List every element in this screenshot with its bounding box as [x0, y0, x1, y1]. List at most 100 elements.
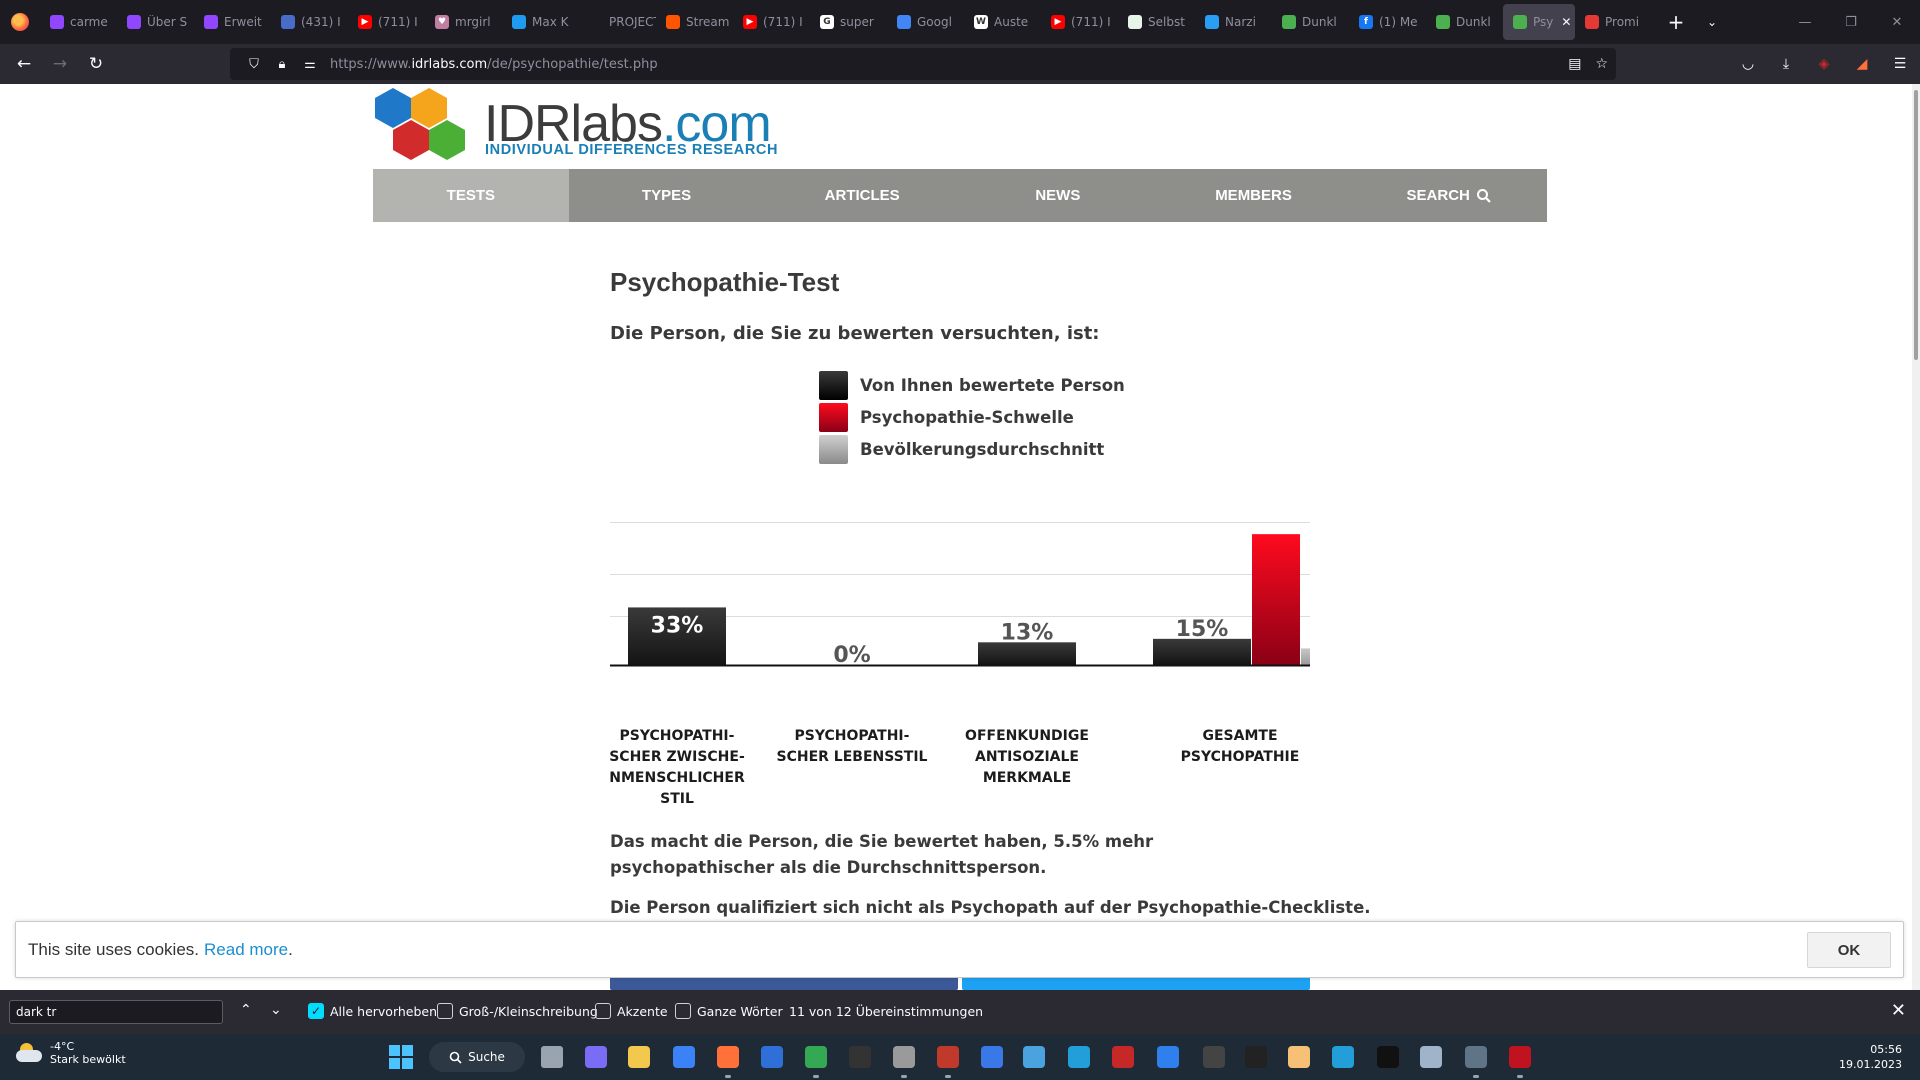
browser-tab[interactable]: ♥ mrgirl: [425, 4, 502, 40]
tab-active[interactable]: Psy ✕: [1503, 4, 1575, 40]
reader-view-icon[interactable]: ▤: [1568, 56, 1582, 72]
browser-tab[interactable]: Dunkl: [1272, 4, 1349, 40]
menu-news[interactable]: NEWS: [960, 169, 1156, 222]
taskbar-app-icon[interactable]: [1288, 1046, 1310, 1068]
browser-tab[interactable]: ▶ (711) I: [348, 4, 425, 40]
minimize-icon[interactable]: —: [1798, 14, 1812, 30]
browser-tab[interactable]: (431) I: [271, 4, 348, 40]
scrollbar-thumb[interactable]: [1914, 90, 1918, 360]
find-previous-icon[interactable]: ⌃: [240, 1002, 252, 1018]
taskbar-app-icon[interactable]: [1332, 1046, 1354, 1068]
taskbar-app-icon[interactable]: [673, 1046, 695, 1068]
taskbar-app-icon[interactable]: [1509, 1046, 1531, 1068]
cookie-read-more-link[interactable]: Read more: [204, 939, 289, 959]
whole-words-checkbox[interactable]: Ganze Wörter: [675, 1003, 783, 1019]
browser-tab[interactable]: Promi: [1575, 4, 1652, 40]
taskbar-app-icon[interactable]: [1420, 1046, 1442, 1068]
browser-tab[interactable]: PROJECT S: [579, 4, 656, 40]
taskbar-app-icon[interactable]: [805, 1046, 827, 1068]
search-label: Suche: [468, 1050, 505, 1064]
weather-widget[interactable]: -4°C Stark bewölkt: [16, 1040, 126, 1066]
menu-members[interactable]: MEMBERS: [1156, 169, 1352, 222]
match-diacritics-checkbox[interactable]: Akzente: [595, 1003, 668, 1019]
ublock-extension-icon[interactable]: ◈: [1818, 56, 1830, 72]
close-window-icon[interactable]: ✕: [1891, 14, 1903, 30]
close-tab-icon[interactable]: ✕: [1561, 15, 1572, 29]
forward-icon[interactable]: →: [52, 54, 68, 74]
address-bar[interactable]: ⛉ 🔒︎ ⚌ https://www.idrlabs.com/de/psycho…: [230, 48, 1616, 80]
browser-tab[interactable]: ▶ (711) I: [733, 4, 810, 40]
taskbar-app-icon[interactable]: [1203, 1046, 1225, 1068]
browser-tab[interactable]: Selbst: [1118, 4, 1195, 40]
taskbar-app-icon[interactable]: [1068, 1046, 1090, 1068]
tab-bar: carme Über S Erweit (431) I ▶ (711) I ♥ mrgirl M…: [0, 0, 1920, 44]
taskbar-app-icon[interactable]: [937, 1046, 959, 1068]
browser-tab[interactable]: Über S: [117, 4, 194, 40]
search-icon: [1476, 188, 1491, 203]
firefox-menu-icon[interactable]: [0, 0, 40, 44]
lock-icon[interactable]: 🔒︎: [278, 56, 286, 72]
browser-tab[interactable]: Max K: [502, 4, 579, 40]
taskbar-app-icon[interactable]: [1112, 1046, 1134, 1068]
chart-legend: Von Ihnen bewertete Person Psychopathie-…: [819, 369, 1125, 465]
taskbar-app-icon[interactable]: [585, 1046, 607, 1068]
taskbar-search-button[interactable]: Suche: [429, 1042, 525, 1072]
menu-members-label: MEMBERS: [1215, 187, 1292, 204]
list-all-tabs-icon[interactable]: ⌄: [1706, 15, 1718, 29]
find-next-icon[interactable]: ⌄: [270, 1002, 282, 1018]
taskbar-app-icon[interactable]: [761, 1046, 783, 1068]
browser-tab[interactable]: W Auste: [964, 4, 1041, 40]
menu-articles[interactable]: ARTICLES: [764, 169, 960, 222]
tab-favicon-icon: ▶: [358, 15, 372, 29]
find-input[interactable]: dark tr: [9, 1000, 223, 1024]
menu-search[interactable]: SEARCH: [1351, 169, 1547, 222]
system-clock[interactable]: 05:56 19.01.2023: [1839, 1042, 1902, 1072]
permissions-icon[interactable]: ⚌: [304, 56, 316, 72]
taskbar-app-icon[interactable]: [541, 1046, 563, 1068]
cookie-ok-button[interactable]: OK: [1807, 932, 1891, 968]
taskbar-app-icon[interactable]: [893, 1046, 915, 1068]
browser-tab[interactable]: Narzi: [1195, 4, 1272, 40]
browser-tab[interactable]: carme: [40, 4, 117, 40]
menu-types[interactable]: TYPES: [569, 169, 765, 222]
taskbar-app-icon[interactable]: [1377, 1046, 1399, 1068]
site-logo[interactable]: IDRlabs.com INDIVIDUAL DIFFERENCES RESEA…: [373, 86, 793, 168]
taskbar-app-icon[interactable]: [1157, 1046, 1179, 1068]
taskbar-app-icon[interactable]: [628, 1046, 650, 1068]
downloads-icon[interactable]: ⤓: [1782, 56, 1790, 72]
new-tab-button[interactable]: +: [1667, 10, 1685, 34]
app-menu-icon[interactable]: ☰: [1893, 56, 1907, 72]
match-case-checkbox[interactable]: Groß-/Kleinschreibung: [437, 1003, 598, 1019]
taskbar-app-icon[interactable]: [717, 1046, 739, 1068]
browser-tab[interactable]: Erweit: [194, 4, 271, 40]
back-icon[interactable]: ←: [16, 54, 32, 74]
highlight-all-checkbox[interactable]: ✓ Alle hervorheben: [308, 1003, 437, 1019]
legend-swatch-average: [819, 434, 848, 464]
close-find-bar-icon[interactable]: ✕: [1890, 1000, 1906, 1021]
windows-start-icon[interactable]: [389, 1045, 413, 1069]
browser-tab[interactable]: Dunkl: [1426, 4, 1503, 40]
browser-tab[interactable]: Googl: [887, 4, 964, 40]
url-text[interactable]: https://www.idrlabs.com/de/psychopathie/…: [330, 56, 658, 72]
browser-tab[interactable]: Stream: [656, 4, 733, 40]
page-scrollbar[interactable]: [1912, 84, 1920, 990]
browser-tab[interactable]: f (1) Me: [1349, 4, 1426, 40]
extension-icon[interactable]: ◢: [1856, 56, 1868, 72]
pocket-icon[interactable]: ◡: [1741, 56, 1755, 72]
tab-title: (711) I: [378, 15, 418, 29]
browser-tab[interactable]: ▶ (711) I: [1041, 4, 1118, 40]
restore-icon[interactable]: ❐: [1845, 14, 1857, 30]
taskbar-app-icon[interactable]: [1245, 1046, 1267, 1068]
tracking-protection-icon[interactable]: ⛉: [249, 56, 259, 72]
taskbar-app-icon[interactable]: [1023, 1046, 1045, 1068]
taskbar-app-icon[interactable]: [981, 1046, 1003, 1068]
menu-tests[interactable]: TESTS: [373, 169, 569, 222]
legend-swatch-threshold: [819, 402, 848, 432]
bar-value-label: 0%: [833, 643, 870, 668]
taskbar-app-icon[interactable]: [849, 1046, 871, 1068]
clock-time: 05:56: [1870, 1043, 1902, 1056]
reload-icon[interactable]: ↻: [88, 54, 104, 74]
taskbar-app-icon[interactable]: [1465, 1046, 1487, 1068]
bookmark-star-icon[interactable]: ☆: [1595, 56, 1608, 72]
